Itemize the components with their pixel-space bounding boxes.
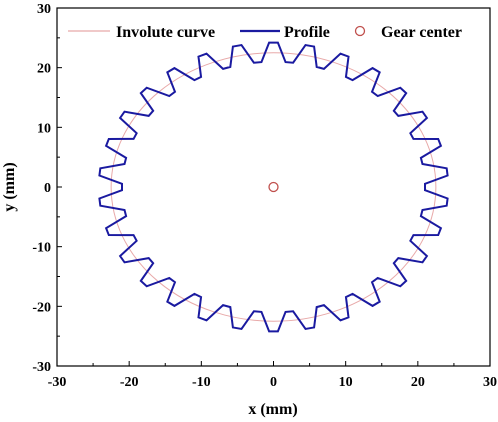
x-axis-title: x (mm) — [248, 401, 297, 418]
x-tick-label: 0 — [270, 375, 277, 390]
legend-gear-center-marker — [354, 25, 366, 37]
legend-involute-label: Involute curve — [116, 24, 215, 41]
gear-center-point — [268, 181, 279, 193]
axis-ticks: -30 -20 -10 0 10 20 30 -30 -20 -10 0 10 20 30 — [32, 2, 497, 390]
involute-curve-line — [110, 52, 437, 322]
legend: Involute curve Profile Gear center — [68, 24, 462, 41]
y-tick-label: -30 — [32, 360, 51, 375]
involute-curve-layer — [110, 52, 437, 322]
x-tick-label: 20 — [411, 375, 425, 390]
x-tick-label: 30 — [483, 375, 497, 390]
y-tick-label: 30 — [37, 2, 51, 17]
y-axis-title: y (mm) — [1, 162, 18, 211]
x-tick-label: -10 — [192, 375, 211, 390]
profile-layer — [98, 41, 449, 333]
x-tick-label: -20 — [120, 375, 139, 390]
y-tick-label: 0 — [44, 181, 51, 196]
legend-gear-center-label: Gear center — [381, 24, 462, 41]
y-tick-label: 10 — [37, 121, 51, 136]
y-tick-label: 20 — [37, 62, 51, 77]
gear-center-layer — [268, 181, 279, 193]
x-tick-label: 10 — [339, 375, 353, 390]
legend-profile-label: Profile — [284, 24, 330, 41]
y-tick-label: -10 — [32, 241, 51, 256]
y-tick-label: -20 — [32, 300, 51, 315]
x-tick-label: -30 — [48, 375, 67, 390]
profile-line — [98, 41, 449, 333]
